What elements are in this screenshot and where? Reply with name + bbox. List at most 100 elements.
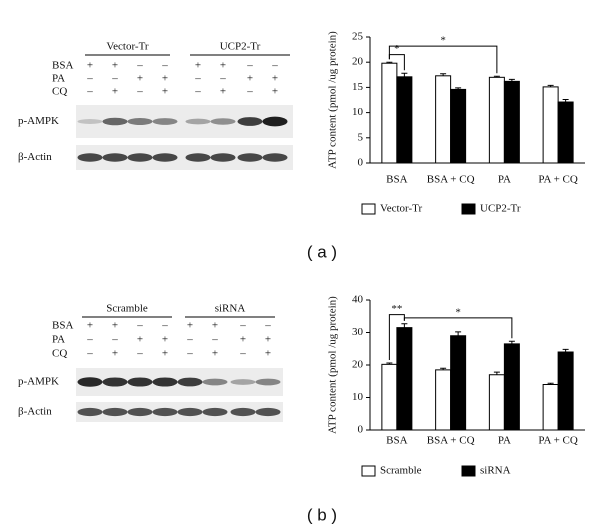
bar <box>542 86 559 164</box>
blot-band <box>202 378 228 386</box>
condition-label: CQ <box>52 86 67 98</box>
blot-band <box>262 116 288 127</box>
error-bar <box>401 323 408 328</box>
x-tick-label: PA + CQ <box>538 174 577 186</box>
condition-sign: – <box>136 60 143 72</box>
condition-sign: – <box>136 320 143 332</box>
condition-sign: – <box>111 73 118 85</box>
bar <box>396 76 413 164</box>
condition-sign: – <box>211 334 218 346</box>
bar <box>450 335 467 431</box>
error-bar <box>562 98 569 103</box>
blot-band <box>177 407 203 417</box>
condition-sign: – <box>186 348 193 360</box>
condition-sign: – <box>194 86 201 98</box>
x-tick-label: PA <box>498 435 511 447</box>
condition-sign: – <box>271 60 278 72</box>
legend-label: Vector-Tr <box>380 203 422 215</box>
blot-band <box>202 407 228 417</box>
condition-sign: – <box>111 334 118 346</box>
condition-sign: – <box>161 320 168 332</box>
error-bar <box>547 84 554 87</box>
condition-label: BSA <box>52 320 73 332</box>
legend-swatch <box>361 203 376 215</box>
blot-band <box>127 377 153 387</box>
bar <box>435 75 452 164</box>
blot-band <box>210 118 236 125</box>
blot-band <box>77 119 103 124</box>
condition-sign: + <box>247 73 253 85</box>
y-tick-label: 0 <box>358 157 364 169</box>
blot-band <box>127 118 153 125</box>
blot-band <box>255 378 281 386</box>
condition-sign: – <box>239 348 246 360</box>
group-label: Vector-Tr <box>106 41 148 53</box>
blot-band <box>127 407 153 417</box>
y-axis-label: ATP content (pmol /ug protein) <box>327 31 339 169</box>
condition-sign: – <box>246 86 253 98</box>
legend-swatch <box>361 465 376 477</box>
condition-sign: + <box>137 334 143 346</box>
blot-band <box>152 377 178 387</box>
error-bar <box>386 362 393 365</box>
condition-sign: + <box>162 86 168 98</box>
condition-sign: – <box>86 73 93 85</box>
blot-band <box>152 153 178 162</box>
significance-label: * <box>440 35 446 47</box>
band-label: β-Actin <box>18 406 52 418</box>
x-tick-label: PA + CQ <box>538 435 577 447</box>
condition-label: BSA <box>52 60 73 72</box>
condition-sign: + <box>162 334 168 346</box>
condition-sign: + <box>112 348 118 360</box>
condition-sign: + <box>112 60 118 72</box>
condition-sign: – <box>86 348 93 360</box>
blot-band <box>77 153 103 162</box>
condition-sign: – <box>239 320 246 332</box>
blot-band <box>262 153 288 162</box>
condition-sign: – <box>219 73 226 85</box>
blot-band <box>77 377 103 387</box>
y-axis-label: ATP content (pmol /ug protein) <box>327 296 339 434</box>
error-bar <box>440 73 447 76</box>
condition-sign: – <box>186 334 193 346</box>
y-tick-label: 10 <box>352 106 364 118</box>
y-tick-label: 20 <box>352 359 364 371</box>
error-bar <box>562 348 569 352</box>
y-tick-label: 0 <box>358 424 364 436</box>
bar <box>488 76 505 164</box>
bar <box>488 374 505 431</box>
y-tick-label: 15 <box>352 81 364 93</box>
condition-sign: + <box>220 60 226 72</box>
blot-band <box>210 153 236 162</box>
condition-sign: – <box>246 60 253 72</box>
group-label: UCP2-Tr <box>220 41 261 53</box>
condition-sign: + <box>162 73 168 85</box>
condition-sign: – <box>86 86 93 98</box>
condition-label: PA <box>52 334 65 346</box>
x-tick-label: BSA + CQ <box>427 174 475 186</box>
bar <box>557 351 574 431</box>
blot-band <box>255 407 281 417</box>
bar <box>435 369 452 431</box>
band-label: p-AMPK <box>18 115 59 127</box>
blot-band <box>152 407 178 417</box>
blot-band <box>185 118 211 125</box>
condition-sign: – <box>161 60 168 72</box>
legend-swatch <box>461 203 476 215</box>
x-tick-label: BSA + CQ <box>427 435 475 447</box>
y-tick-label: 20 <box>352 56 364 68</box>
x-tick-label: PA <box>498 174 511 186</box>
significance-label: * <box>394 43 400 55</box>
y-tick-label: 25 <box>352 31 364 43</box>
y-tick-label: 40 <box>352 294 364 306</box>
blot-band <box>102 153 128 162</box>
error-bar <box>386 61 393 64</box>
condition-sign: + <box>87 320 93 332</box>
condition-sign: – <box>136 86 143 98</box>
condition-sign: + <box>87 60 93 72</box>
blot-band <box>237 153 263 162</box>
legend-label: Scramble <box>380 465 422 477</box>
condition-sign: + <box>272 86 278 98</box>
error-bar <box>455 331 462 336</box>
condition-label: PA <box>52 73 65 85</box>
